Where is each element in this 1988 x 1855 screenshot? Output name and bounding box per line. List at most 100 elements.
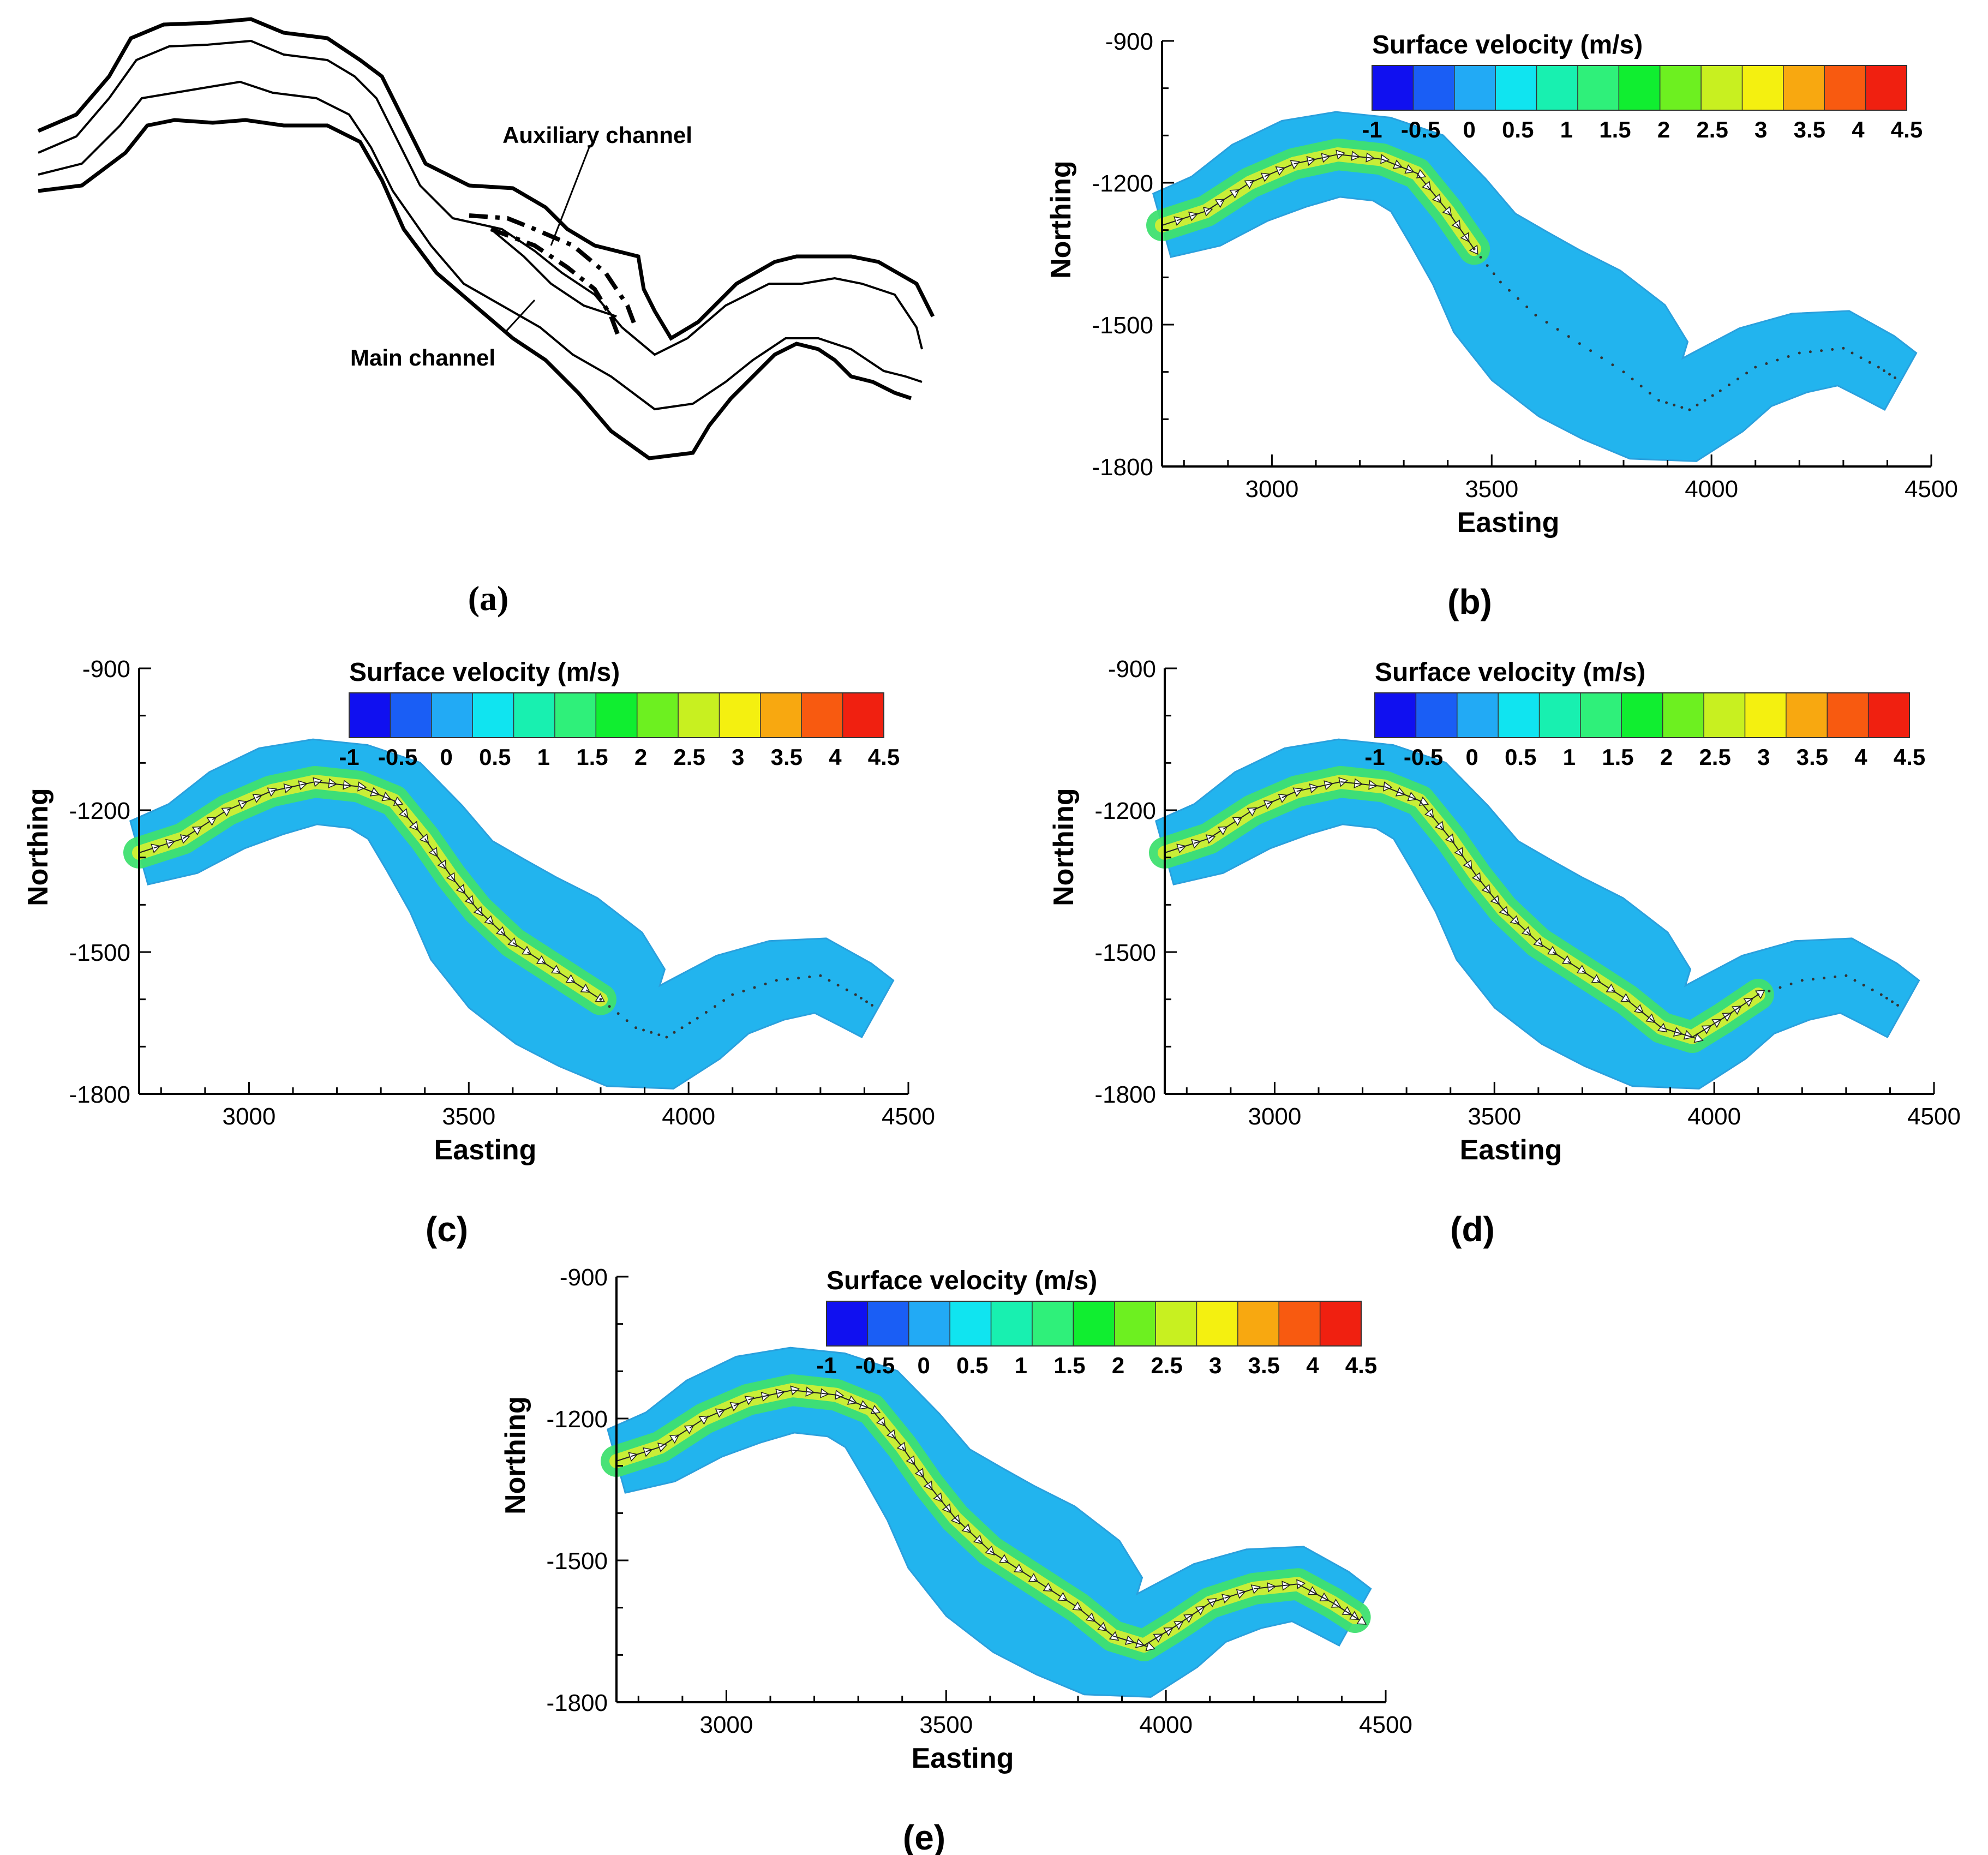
x-axis-label: Easting [1460,1134,1562,1166]
velocity-arrow-shaft [1447,211,1457,223]
velocity-dot [819,974,822,977]
velocity-arrow-shaft [1369,784,1385,787]
velocity-arrow-shaft [1429,813,1440,825]
velocity-dot [1823,977,1826,980]
velocity-arrow-shaft [1063,1597,1076,1607]
velocity-arrow-shaft [451,876,461,888]
y-tick-label: -1200 [1092,170,1153,197]
velocity-arrow-shaft [1465,236,1474,249]
velocity-dot [1718,389,1722,392]
velocity-arrow-shaft [1019,1569,1032,1578]
x-tick-label: 3000 [1248,1103,1301,1130]
velocity-dot [1622,370,1625,374]
velocity-arrow-shaft [1164,1625,1177,1633]
velocity-dot [1789,983,1793,985]
velocity-arrow-shaft [1456,223,1465,236]
velocity-arrow-shaft [1323,154,1338,158]
velocity-arrow-shaft [1254,1587,1268,1589]
colorbar-tick-label: 2 [634,744,647,770]
colorbar-cell [1783,65,1825,110]
velocity-panel: 3000 3500 4000 4500 -900 -1200 -1500 -1800 Easti… [500,1264,1412,1855]
colorbar-cell [867,1301,909,1346]
colorbar-tick-label: 3.5 [771,744,803,770]
colorbar-title: Surface velocity (m/s) [1372,31,1643,59]
velocity-arrow-shaft [1206,203,1218,212]
velocity-arrow-shaft [881,1421,891,1433]
velocity-arrow-shaft [1321,1596,1334,1604]
colorbar-tick-label: 0 [918,1353,930,1378]
velocity-arrow-shaft [1553,952,1566,960]
x-tick-label: 4000 [1139,1712,1193,1738]
velocity-dot [1820,349,1823,352]
velocity-dot [1508,289,1511,292]
velocity-dot [1567,335,1570,338]
colorbar-tick-label: 4.5 [1894,744,1925,770]
colorbar-tick-label: 0.5 [1502,117,1534,142]
colorbar-tick-label: 1.5 [1602,744,1633,770]
panel-label: (c) [426,1210,468,1249]
velocity-dot [1862,984,1865,987]
colorbar-tick-label: 2 [1660,744,1673,770]
colorbar-cell [1827,693,1869,738]
colorbar-cell [1865,65,1907,110]
velocity-dot [680,1026,684,1030]
colorbar-tick-label: -0.5 [1401,117,1440,142]
velocity-arrow-shaft [168,838,182,844]
velocity-dot [764,983,767,985]
velocity-arrow-shaft [1396,791,1410,798]
velocity-dot [696,1016,699,1020]
velocity-arrow-shaft [1179,843,1193,849]
colorbar-cell [637,693,679,738]
velocity-arrow-shaft [1252,804,1266,811]
velocity-arrow-shaft [1133,1642,1148,1647]
velocity-arrow-head [775,1389,786,1399]
velocity-arrow-shaft [1089,1617,1101,1627]
velocity-dot [1611,363,1614,367]
colorbar-tick-label: 2.5 [1699,744,1730,770]
velocity-arrow-head [1324,780,1334,791]
x-tick-label: 3500 [1465,476,1518,502]
velocity-dot [1885,997,1888,1000]
velocity-dot [1765,362,1768,365]
main-channel-edge-lower [38,80,923,411]
velocity-arrow-head [923,1480,933,1491]
velocity-arrow-head [1471,872,1481,883]
colorbar-tick-label: 0.5 [956,1353,988,1378]
velocity-dot [1779,986,1782,989]
velocity-dot [1745,372,1749,375]
velocity-dot [1517,297,1520,300]
velocity-arrow-shaft [1347,1612,1360,1621]
velocity-arrow-shaft [1338,154,1352,157]
velocity-arrow-shaft [978,1539,989,1551]
colorbar-tick-label: 2 [1657,117,1670,142]
velocity-arrow-shaft [1427,185,1437,198]
x-tick-label: 3000 [222,1103,276,1130]
colorbar-cell [554,693,596,738]
velocity-arrow-shaft [315,781,330,784]
velocity-dot [1868,361,1871,364]
velocity-dot [786,978,789,981]
velocity-arrow-shaft [1311,785,1326,789]
main-channel-edge-upper [38,39,923,356]
colorbar-tick-label: 3.5 [1797,744,1828,770]
y-tick-label: -1800 [1092,454,1153,481]
colorbar-cell [1539,693,1581,738]
velocity-dot [665,1036,668,1039]
velocity-dot [1853,979,1857,982]
velocity-arrow-shaft [1294,160,1308,165]
velocity-dot [1842,346,1845,350]
colorbar-tick-label: 3 [732,744,744,770]
channel-sketch: Auxiliary channel Main channel (a) [37,17,935,618]
velocity-arrow-head [1693,1033,1704,1043]
velocity-arrow-head [1292,787,1303,797]
velocity-arrow-head [1202,207,1213,217]
colorbar-cell [1824,65,1866,110]
velocity-dot [1871,988,1874,991]
y-tick-label: -1200 [1094,798,1156,824]
velocity-dot [871,1004,873,1007]
velocity-dot [1811,978,1815,981]
velocity-dot [608,1005,611,1008]
colorbar-tick-label: -0.5 [855,1353,895,1378]
velocity-arrow-shaft [616,1456,631,1462]
velocity-arrow-shaft [393,800,404,812]
